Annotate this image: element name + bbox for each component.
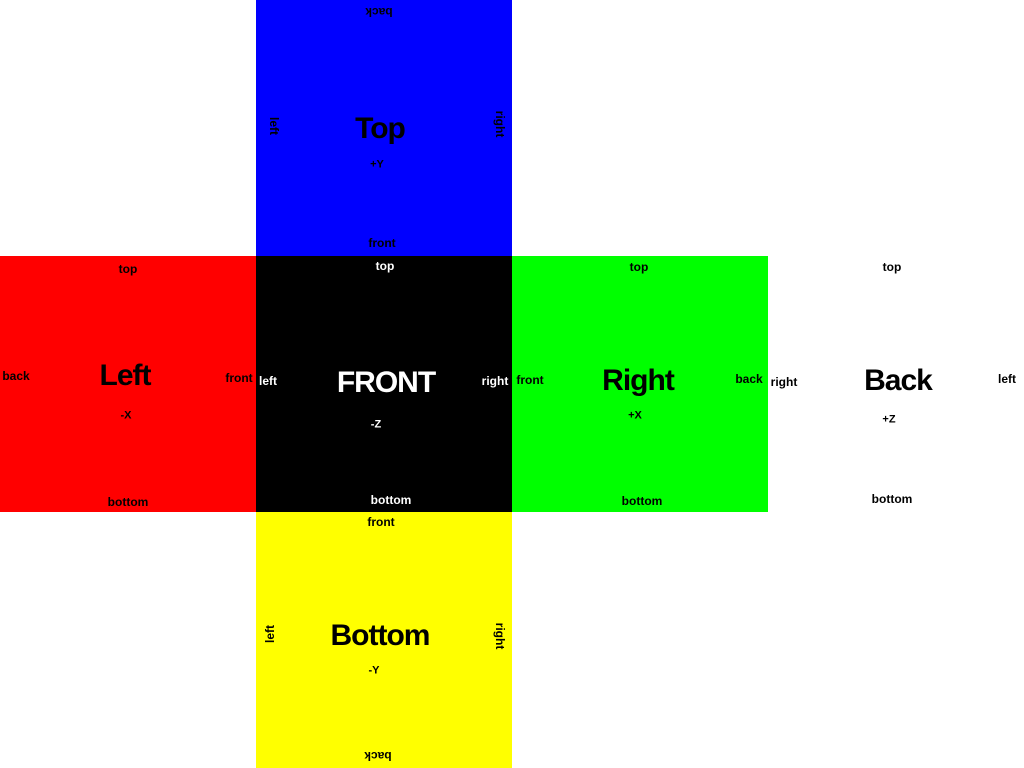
face-bottom-edge-left: left bbox=[263, 625, 277, 643]
face-front-edge-top: top bbox=[375, 259, 395, 273]
face-top-edge-left: left bbox=[267, 117, 281, 135]
face-left-edge-back: back bbox=[2, 369, 30, 383]
face-right-edge-back: back bbox=[735, 372, 763, 386]
face-bottom-edge-front: front bbox=[367, 515, 395, 529]
face-back-edge-bottom: bottom bbox=[871, 492, 913, 506]
face-left: top Left -X bottom back front bbox=[0, 256, 256, 512]
face-front-axis: -Z bbox=[370, 418, 382, 431]
face-bottom-edge-right: right bbox=[493, 622, 507, 650]
face-right-title: Right bbox=[602, 364, 675, 397]
face-front-edge-bottom: bottom bbox=[370, 493, 412, 507]
face-top-edge-front: front bbox=[368, 236, 396, 250]
face-front-edge-right: right bbox=[481, 374, 509, 388]
face-front-edge-left: left bbox=[259, 374, 277, 388]
face-back-edge-top: top bbox=[882, 260, 902, 274]
face-left-edge-front: front bbox=[225, 371, 253, 385]
face-left-title: Left bbox=[99, 359, 152, 392]
face-back-axis: +Z bbox=[882, 413, 896, 426]
face-top-axis: +Y bbox=[370, 158, 384, 171]
face-left-axis: -X bbox=[120, 409, 132, 422]
face-right-edge-top: top bbox=[629, 260, 649, 274]
face-back-edge-right: right bbox=[770, 375, 798, 389]
face-right: top Right +X bottom front back bbox=[512, 256, 768, 512]
face-top: back Top +Y front left right bbox=[256, 0, 512, 256]
face-top-edge-right: right bbox=[493, 110, 507, 138]
face-front-title: FRONT bbox=[336, 366, 436, 399]
face-right-axis: +X bbox=[628, 409, 642, 422]
face-back-edge-left: left bbox=[998, 372, 1016, 386]
face-front: top FRONT -Z bottom left right bbox=[256, 256, 512, 512]
face-top-edge-back: back bbox=[365, 5, 393, 19]
face-left-edge-bottom: bottom bbox=[107, 495, 149, 509]
face-right-edge-front: front bbox=[516, 373, 544, 387]
face-bottom: front Bottom -Y back left right bbox=[256, 512, 512, 768]
face-bottom-axis: -Y bbox=[368, 664, 380, 677]
face-bottom-edge-back: back bbox=[364, 749, 392, 763]
face-back: top Back +Z bottom right left bbox=[768, 256, 1024, 512]
face-back-title: Back bbox=[864, 364, 933, 397]
face-right-edge-bottom: bottom bbox=[621, 494, 663, 508]
face-top-title: Top bbox=[355, 112, 406, 145]
face-left-edge-top: top bbox=[118, 262, 138, 276]
face-bottom-title: Bottom bbox=[330, 619, 431, 652]
